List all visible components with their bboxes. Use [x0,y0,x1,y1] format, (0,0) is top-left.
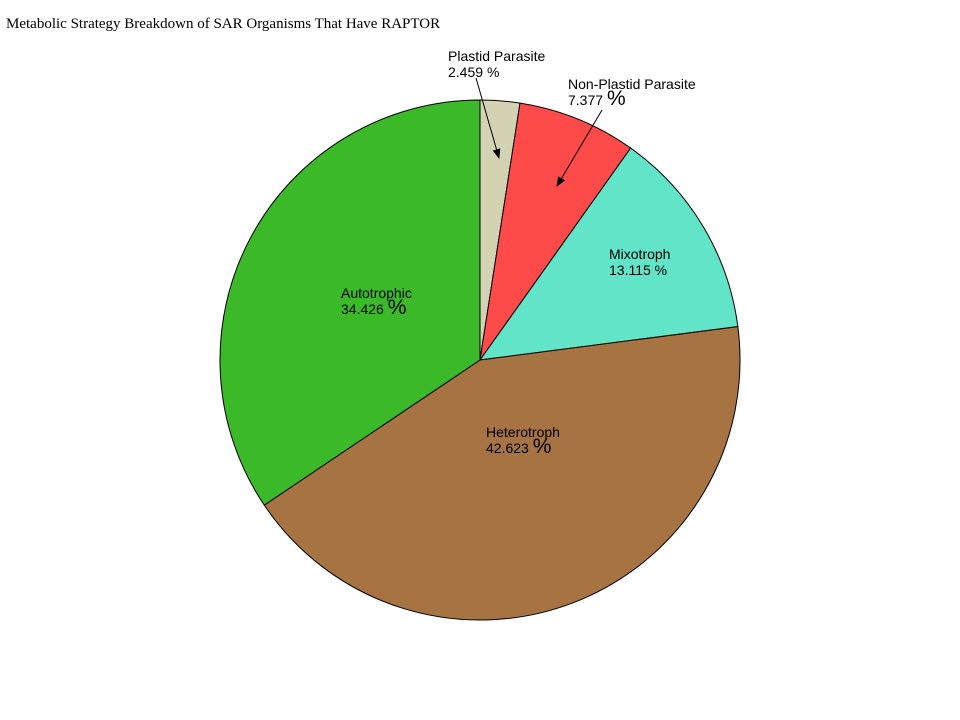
slice-value-number: 2.459 [448,64,487,80]
slice-label-non-plastid-parasite: Non-Plastid Parasite [568,76,696,92]
pie-slice-heterotroph [263,326,741,621]
pie-slice-non-plastid-parasite [479,102,632,361]
slice-value-unit: % [533,435,552,458]
pie-slice-mixotroph [478,147,739,361]
slice-label-heterotroph: Heterotroph [486,424,560,440]
callout-arrow-plastid-parasite [475,77,501,159]
chart-title: Metabolic Strategy Breakdown of SAR Orga… [6,16,440,32]
slice-value-plastid-parasite: 2.459 % [448,64,499,80]
pie-slice-autotrophic [219,99,481,506]
slice-label-plastid-parasite: Plastid Parasite [448,48,545,64]
slice-value-unit: % [607,87,626,110]
callout-arrow-non-plastid-parasite [556,109,603,187]
slice-value-number: 42.623 [486,440,533,456]
slice-label-autotrophic: Autotrophic [341,285,412,301]
slice-value-number: 34.426 [341,301,388,317]
slice-value-unit: % [655,262,667,278]
label-arrows [475,77,603,187]
pie-slices [219,99,741,621]
slice-value-heterotroph: 42.623 % [486,435,551,458]
slice-value-unit: % [388,296,407,319]
slice-value-number: 13.115 [609,262,655,278]
slice-value-autotrophic: 34.426 % [341,296,406,319]
slice-label-mixotroph: Mixotroph [609,246,670,262]
slice-value-number: 7.377 [568,92,607,108]
slice-value-mixotroph: 13.115 % [609,262,667,278]
slice-value-non-plastid-parasite: 7.377 % [568,87,626,110]
slice-value-unit: % [487,64,499,80]
